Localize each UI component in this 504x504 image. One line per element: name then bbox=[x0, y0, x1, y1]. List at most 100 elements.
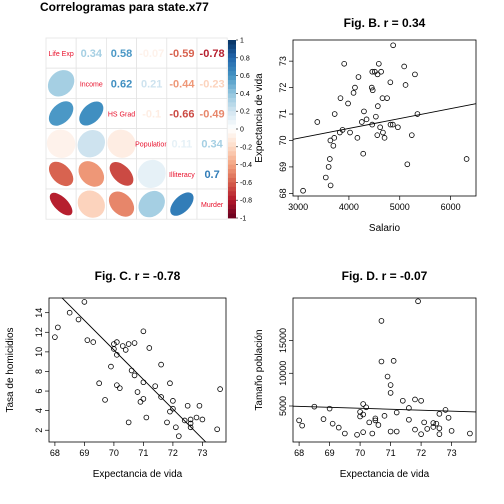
data-point bbox=[339, 127, 346, 133]
data-point bbox=[399, 397, 406, 404]
data-point bbox=[374, 71, 381, 78]
grid-cell bbox=[136, 128, 168, 160]
data-point bbox=[170, 398, 176, 404]
colorbar-segment bbox=[228, 209, 236, 214]
data-point bbox=[412, 426, 418, 433]
data-point bbox=[412, 71, 418, 78]
colorbar-segment bbox=[228, 66, 236, 72]
colorbar-tick-label: 0.6 bbox=[240, 73, 250, 80]
data-point bbox=[467, 430, 473, 437]
data-point bbox=[311, 403, 318, 410]
regression-line bbox=[293, 405, 476, 413]
colorbar-segment bbox=[228, 93, 236, 99]
data-point bbox=[140, 379, 147, 386]
data-point bbox=[314, 119, 321, 125]
grid-cell bbox=[166, 98, 198, 130]
data-point bbox=[448, 428, 455, 434]
plot-frame bbox=[292, 39, 477, 197]
data-point bbox=[363, 116, 370, 123]
data-point bbox=[114, 352, 120, 358]
data-point bbox=[378, 318, 385, 324]
data-point bbox=[140, 396, 147, 402]
grid-cell bbox=[166, 67, 198, 99]
colorbar-segment bbox=[228, 40, 236, 45]
data-point bbox=[167, 408, 173, 415]
data-point bbox=[322, 174, 329, 181]
data-point bbox=[372, 417, 379, 424]
data-point bbox=[320, 416, 327, 422]
data-point bbox=[114, 382, 120, 388]
colorbar-tick-label: -0.4 bbox=[240, 162, 252, 169]
regression-line bbox=[293, 103, 476, 140]
y-axis-label: Tasa de homicidios bbox=[5, 327, 16, 412]
data-point bbox=[404, 161, 411, 168]
colorbar-tick-label: -0.8 bbox=[240, 198, 252, 205]
data-point bbox=[170, 405, 176, 412]
data-point bbox=[117, 385, 123, 391]
y-tick-label: 12 bbox=[34, 327, 44, 337]
colorbar-segment bbox=[228, 124, 236, 130]
grid-cell bbox=[166, 37, 198, 69]
colorbar-tick-label: -0.6 bbox=[240, 180, 252, 187]
grid-cell bbox=[196, 128, 228, 160]
correlation-value: -0.1 bbox=[142, 109, 161, 121]
data-point bbox=[381, 413, 388, 419]
colorbar-segment bbox=[228, 44, 236, 50]
correlation-ellipse bbox=[49, 192, 73, 216]
data-point bbox=[184, 402, 191, 409]
data-point bbox=[134, 389, 141, 395]
data-point bbox=[401, 63, 407, 70]
data-point bbox=[217, 386, 223, 392]
scatter-panel-b: Fig. B. r = 0.34 3000 4000 5000 6000 68 69 70 71… bbox=[254, 16, 477, 234]
data-point bbox=[331, 135, 338, 141]
data-point bbox=[436, 411, 443, 417]
correlation-ellipse bbox=[108, 191, 135, 217]
data-point bbox=[390, 42, 396, 49]
grid-cell bbox=[196, 188, 228, 220]
data-point bbox=[158, 361, 164, 368]
y-tick-label: 71 bbox=[278, 109, 288, 119]
data-point bbox=[84, 337, 91, 343]
y-tick-label: 5000 bbox=[278, 396, 288, 416]
x-tick-label: 69 bbox=[79, 448, 89, 458]
colorbar-segment bbox=[228, 80, 236, 85]
data-point bbox=[330, 142, 337, 149]
variable-label: Population bbox=[135, 142, 168, 149]
grid-cell bbox=[166, 128, 198, 160]
data-point bbox=[299, 422, 305, 429]
data-point bbox=[360, 150, 367, 157]
data-point bbox=[131, 372, 138, 379]
x-tick-label: 6000 bbox=[441, 202, 461, 212]
y-axis-label: Tamaño población bbox=[254, 329, 265, 410]
grid-cell bbox=[196, 98, 228, 130]
correlation-value: 0.34 bbox=[81, 48, 103, 60]
data-point bbox=[387, 79, 394, 86]
scatter-panel-d: Fig. D. r = -0.07 68 69 70 71 72 73 5000 10000 15… bbox=[254, 269, 477, 480]
colorbar-tick-label: -1 bbox=[240, 216, 246, 223]
x-tick-label: 71 bbox=[386, 448, 396, 458]
y-tick-label: 8 bbox=[34, 369, 44, 374]
data-point bbox=[360, 411, 366, 418]
variable-label: Life Exp bbox=[48, 51, 73, 58]
data-point bbox=[406, 416, 412, 423]
grid-cell bbox=[106, 98, 138, 130]
data-point bbox=[329, 420, 336, 427]
data-point bbox=[81, 299, 88, 305]
data-point bbox=[418, 431, 424, 437]
colorbar-segment bbox=[228, 129, 236, 134]
colorbar-segment bbox=[228, 102, 236, 108]
data-point bbox=[140, 328, 147, 335]
variable-label: Illiteracy bbox=[169, 172, 195, 179]
data-point bbox=[164, 419, 170, 426]
colorbar-segment bbox=[228, 177, 236, 183]
data-point bbox=[393, 409, 400, 416]
data-point bbox=[199, 416, 206, 423]
data-point bbox=[369, 121, 375, 128]
x-tick-label: 70 bbox=[355, 448, 365, 458]
data-point bbox=[102, 397, 108, 403]
data-point bbox=[354, 431, 360, 438]
data-point bbox=[296, 417, 302, 424]
data-point bbox=[146, 345, 153, 351]
x-axis-label: Salario bbox=[369, 223, 401, 234]
colorbar-segment bbox=[228, 173, 236, 179]
